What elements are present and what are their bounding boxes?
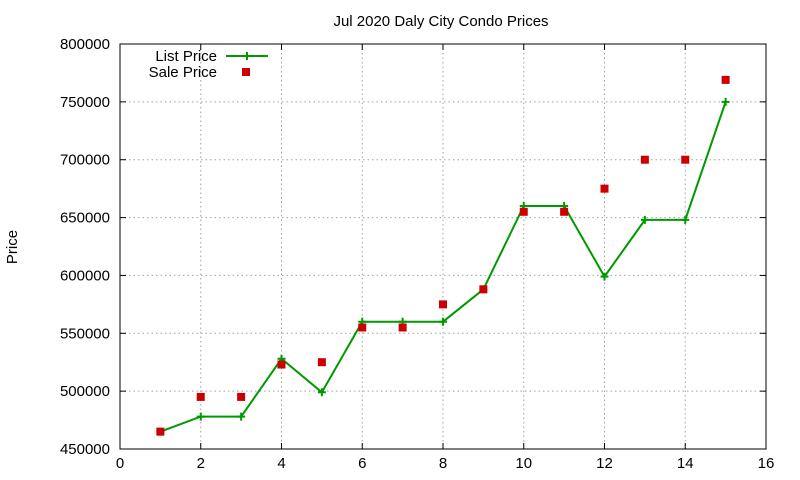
- square-point: [317, 358, 326, 367]
- square-point: [519, 207, 528, 216]
- plus-point: [317, 388, 326, 397]
- square-point: [196, 392, 205, 401]
- plus-point: [237, 412, 246, 421]
- square-point: [560, 207, 569, 216]
- square-point: [237, 392, 246, 401]
- x-tick-label: 6: [358, 455, 366, 472]
- square-point: [439, 300, 447, 309]
- y-tick-label: 500000: [60, 383, 110, 400]
- y-tick-label: 600000: [60, 267, 110, 284]
- legend-label: List Price: [155, 48, 217, 65]
- y-tick-label: 550000: [60, 325, 110, 342]
- plus-point: [721, 97, 730, 106]
- y-tick-label: 750000: [60, 94, 110, 111]
- series-sale-price: [156, 75, 730, 436]
- x-tick-label: 2: [197, 455, 205, 472]
- legend-square-swatch: [242, 68, 250, 76]
- axis-ticks: 0 2 4 6 8 10 12 14 16 450000 500000 550000 600000 650…: [60, 36, 774, 472]
- x-tick-label: 8: [439, 455, 447, 472]
- legend-plus-swatch: [243, 52, 251, 60]
- y-tick-label: 650000: [60, 210, 110, 227]
- plus-point: [640, 215, 649, 224]
- x-tick-label: 14: [677, 455, 694, 472]
- plot-frame: [119, 43, 767, 450]
- plus-point: [681, 215, 690, 224]
- grid-lines: [120, 44, 766, 449]
- x-tick-label: 10: [515, 455, 532, 472]
- square-point: [640, 155, 649, 164]
- x-tick-label: 12: [596, 455, 613, 472]
- legend-label: Sale Price: [149, 64, 217, 81]
- x-tick-label: 4: [277, 455, 285, 472]
- plus-point: [600, 272, 609, 281]
- plus-point: [196, 412, 205, 421]
- y-tick-label: 450000: [60, 441, 110, 458]
- x-tick-label: 0: [116, 455, 124, 472]
- data-series: [156, 75, 730, 436]
- square-point: [156, 427, 165, 436]
- plus-point: [439, 317, 447, 326]
- square-point: [600, 184, 609, 193]
- square-point: [277, 360, 286, 369]
- square-point: [721, 75, 730, 84]
- chart-title: Jul 2020 Daly City Condo Prices: [333, 13, 548, 30]
- y-axis-label: Price: [4, 230, 21, 264]
- y-tick-label: 800000: [60, 36, 110, 53]
- square-point: [358, 323, 367, 332]
- square-point: [479, 285, 488, 294]
- square-point: [681, 155, 690, 164]
- square-point: [398, 323, 407, 332]
- y-tick-label: 700000: [60, 152, 110, 169]
- x-tick-label: 16: [758, 455, 775, 472]
